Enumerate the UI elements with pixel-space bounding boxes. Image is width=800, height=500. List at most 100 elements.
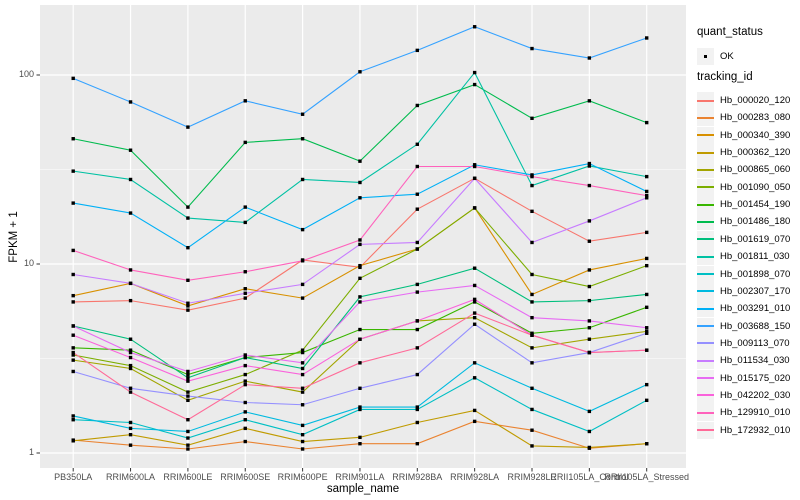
data-point [645, 36, 649, 40]
legend-key-box [697, 317, 714, 335]
legend-item-Hb_000362_120: Hb_000362_120 [697, 144, 797, 162]
legend-item-label: Hb_001454_190 [720, 199, 791, 211]
data-point [300, 432, 305, 437]
legend-item-label: Hb_000283_080 [720, 112, 791, 124]
data-point [415, 441, 419, 446]
data-point [415, 405, 419, 409]
data-point [645, 120, 649, 125]
data-point [472, 322, 477, 326]
legend-item-Hb_000865_060: Hb_000865_060 [697, 161, 797, 179]
data-point [243, 372, 247, 377]
data-point [128, 211, 133, 215]
data-point [186, 308, 190, 312]
data-point [587, 164, 592, 168]
data-point [530, 346, 534, 350]
data-point [472, 206, 477, 210]
data-point [645, 326, 649, 330]
data-point [71, 272, 75, 277]
legend-item-label: Hb_000362_120 [720, 147, 791, 159]
legend-item-label: Hb_015175_020 [720, 372, 791, 384]
data-point [358, 159, 362, 163]
legend-item-label: Hb_000865_060 [720, 164, 791, 176]
data-point [186, 390, 190, 394]
legend-line-swatch [697, 273, 714, 275]
data-point [128, 281, 133, 286]
data-point [71, 300, 75, 304]
data-point [243, 418, 247, 422]
data-point [645, 305, 649, 310]
data-point [186, 436, 190, 440]
data-point [472, 266, 477, 270]
legend-item-Hb_015175_020: Hb_015175_020 [697, 369, 797, 387]
data-point [71, 350, 75, 355]
data-point [415, 192, 419, 196]
data-point [300, 372, 305, 377]
legend-item-Hb_001454_190: Hb_001454_190 [697, 196, 797, 214]
data-point [128, 100, 133, 104]
data-point [186, 304, 190, 308]
legend-key-box [697, 404, 714, 422]
data-point [415, 327, 419, 332]
data-point [128, 420, 133, 425]
data-point [587, 161, 592, 166]
data-point [645, 348, 649, 352]
legend-key-box [697, 126, 714, 144]
data-point [71, 293, 75, 298]
legend-item-Hb_001811_030: Hb_001811_030 [697, 248, 797, 266]
legend-key-box [697, 109, 714, 127]
legend-item-Hb_003688_150: Hb_003688_150 [697, 317, 797, 335]
legend-line-swatch [697, 394, 714, 397]
data-point [645, 193, 649, 198]
legend-line-swatch [697, 220, 714, 223]
legend-line-swatch [697, 116, 714, 119]
data-point [472, 361, 477, 365]
data-point [645, 174, 649, 179]
data-point [186, 376, 190, 380]
data-point [243, 410, 247, 414]
data-point [186, 369, 190, 374]
legend-line-swatch [697, 134, 714, 137]
x-tick-label: RRIM928BA [392, 472, 443, 482]
data-point [128, 432, 133, 437]
data-point [243, 400, 247, 405]
data-point [530, 209, 534, 214]
data-point [472, 164, 477, 169]
data-point [71, 353, 75, 357]
legend-item-Hb_001486_180: Hb_001486_180 [697, 213, 797, 231]
data-point [530, 46, 534, 51]
data-point [472, 376, 477, 380]
data-point [472, 419, 477, 424]
data-point [587, 183, 592, 188]
data-point [530, 183, 534, 188]
data-point [128, 350, 133, 355]
data-point [300, 447, 305, 451]
data-point [587, 350, 592, 355]
data-point [243, 426, 247, 431]
data-point [530, 333, 534, 337]
legend-item-Hb_042202_030: Hb_042202_030 [697, 386, 797, 404]
data-point [186, 398, 190, 403]
y-axis-title: FPKM + 1 [8, 211, 20, 263]
y-tick-label: 10 [23, 258, 34, 268]
data-point [358, 441, 362, 446]
data-point [243, 363, 247, 368]
data-point [358, 327, 362, 332]
data-point [300, 386, 305, 390]
data-point [358, 386, 362, 390]
legend-key-box [697, 369, 714, 387]
data-point [71, 201, 75, 205]
data-point [186, 379, 190, 383]
data-point [300, 177, 305, 182]
legend-line-swatch [697, 255, 714, 258]
legend-item-Hb_003291_010: Hb_003291_010 [697, 300, 797, 318]
legend-line-swatch [697, 307, 714, 310]
data-point [530, 315, 534, 320]
x-tick-label: RRIM600LE [163, 472, 213, 482]
data-point [128, 363, 133, 368]
legend-key-box [697, 352, 714, 370]
point-marker-icon [704, 55, 708, 59]
legend-line-swatch [697, 377, 714, 380]
data-point [472, 283, 477, 288]
legend-item-label: Hb_001486_180 [720, 216, 791, 228]
legend-item-Hb_000283_080: Hb_000283_080 [697, 109, 797, 127]
